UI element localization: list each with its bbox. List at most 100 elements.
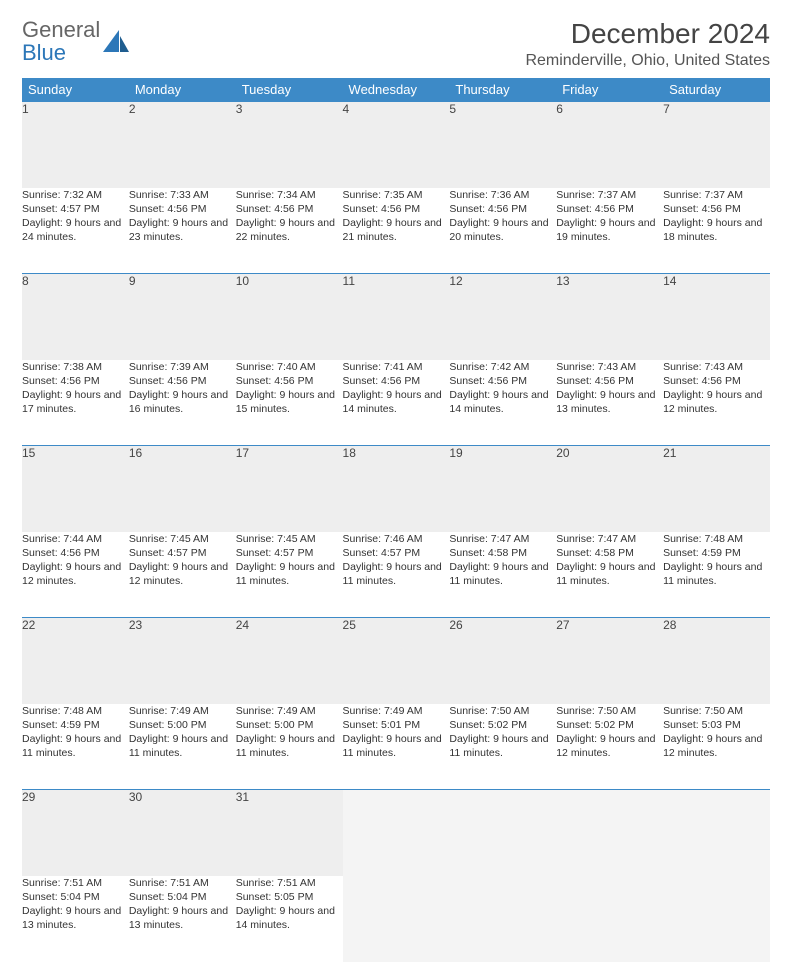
title-block: December 2024 Reminderville, Ohio, Unite… (525, 18, 770, 70)
day-number-cell: 16 (129, 446, 236, 532)
day-number-cell: 21 (663, 446, 770, 532)
logo-text-2: Blue (22, 40, 66, 65)
sunrise-line: Sunrise: 7:49 AM (343, 704, 450, 718)
daylight-line: Daylight: 9 hours and 13 minutes. (129, 904, 236, 932)
day-content-cell: Sunrise: 7:50 AMSunset: 5:02 PMDaylight:… (556, 704, 663, 790)
daylight-line: Daylight: 9 hours and 14 minutes. (449, 388, 556, 416)
daylight-line: Daylight: 9 hours and 11 minutes. (556, 560, 663, 588)
day-content-cell: Sunrise: 7:48 AMSunset: 4:59 PMDaylight:… (22, 704, 129, 790)
daylight-line: Daylight: 9 hours and 22 minutes. (236, 216, 343, 244)
sunrise-line: Sunrise: 7:48 AM (22, 704, 129, 718)
day-number-cell: 12 (449, 274, 556, 360)
sunrise-line: Sunrise: 7:44 AM (22, 532, 129, 546)
day-number-cell: 24 (236, 618, 343, 704)
day-content-cell (556, 876, 663, 962)
day-content-cell: Sunrise: 7:37 AMSunset: 4:56 PMDaylight:… (556, 188, 663, 274)
sunrise-line: Sunrise: 7:49 AM (129, 704, 236, 718)
day-content-cell: Sunrise: 7:50 AMSunset: 5:02 PMDaylight:… (449, 704, 556, 790)
sunset-line: Sunset: 4:56 PM (343, 374, 450, 388)
day-content-cell: Sunrise: 7:51 AMSunset: 5:04 PMDaylight:… (22, 876, 129, 962)
month-title: December 2024 (525, 18, 770, 50)
sunrise-line: Sunrise: 7:51 AM (236, 876, 343, 890)
daylight-line: Daylight: 9 hours and 15 minutes. (236, 388, 343, 416)
logo: General Blue (22, 18, 129, 64)
day-number-cell: 13 (556, 274, 663, 360)
sunrise-line: Sunrise: 7:45 AM (129, 532, 236, 546)
daylight-line: Daylight: 9 hours and 24 minutes. (22, 216, 129, 244)
daylight-line: Daylight: 9 hours and 12 minutes. (22, 560, 129, 588)
day-content-cell: Sunrise: 7:33 AMSunset: 4:56 PMDaylight:… (129, 188, 236, 274)
sunset-line: Sunset: 4:56 PM (129, 202, 236, 216)
day-number-cell: 18 (343, 446, 450, 532)
day-number-row: 15161718192021 (22, 446, 770, 532)
day-number-cell: 19 (449, 446, 556, 532)
sunrise-line: Sunrise: 7:37 AM (556, 188, 663, 202)
day-content-cell: Sunrise: 7:43 AMSunset: 4:56 PMDaylight:… (663, 360, 770, 446)
day-number-cell: 7 (663, 102, 770, 188)
day-content-cell: Sunrise: 7:36 AMSunset: 4:56 PMDaylight:… (449, 188, 556, 274)
sunrise-line: Sunrise: 7:45 AM (236, 532, 343, 546)
sunset-line: Sunset: 4:58 PM (449, 546, 556, 560)
day-content-cell: Sunrise: 7:49 AMSunset: 5:01 PMDaylight:… (343, 704, 450, 790)
day-number-cell: 15 (22, 446, 129, 532)
day-content-cell: Sunrise: 7:41 AMSunset: 4:56 PMDaylight:… (343, 360, 450, 446)
day-number-cell: 23 (129, 618, 236, 704)
day-number-cell: 5 (449, 102, 556, 188)
sunset-line: Sunset: 4:56 PM (663, 202, 770, 216)
sunset-line: Sunset: 5:00 PM (129, 718, 236, 732)
sunset-line: Sunset: 5:03 PM (663, 718, 770, 732)
day-content-cell: Sunrise: 7:48 AMSunset: 4:59 PMDaylight:… (663, 532, 770, 618)
weekday-header: Monday (129, 78, 236, 102)
sunset-line: Sunset: 4:59 PM (22, 718, 129, 732)
day-number-cell (556, 790, 663, 876)
day-content-cell: Sunrise: 7:51 AMSunset: 5:05 PMDaylight:… (236, 876, 343, 962)
day-content-cell: Sunrise: 7:37 AMSunset: 4:56 PMDaylight:… (663, 188, 770, 274)
calendar-table: Sunday Monday Tuesday Wednesday Thursday… (22, 78, 770, 962)
sunset-line: Sunset: 4:57 PM (236, 546, 343, 560)
sunset-line: Sunset: 4:56 PM (556, 202, 663, 216)
day-number-row: 293031 (22, 790, 770, 876)
daylight-line: Daylight: 9 hours and 11 minutes. (22, 732, 129, 760)
day-content-cell: Sunrise: 7:47 AMSunset: 4:58 PMDaylight:… (556, 532, 663, 618)
logo-sail-icon (103, 30, 129, 52)
header-row: General Blue December 2024 Reminderville… (22, 18, 770, 70)
sunrise-line: Sunrise: 7:42 AM (449, 360, 556, 374)
sunrise-line: Sunrise: 7:47 AM (556, 532, 663, 546)
sunset-line: Sunset: 4:56 PM (236, 374, 343, 388)
sunrise-line: Sunrise: 7:48 AM (663, 532, 770, 546)
day-number-row: 22232425262728 (22, 618, 770, 704)
daylight-line: Daylight: 9 hours and 13 minutes. (556, 388, 663, 416)
sunset-line: Sunset: 4:56 PM (663, 374, 770, 388)
day-content-row: Sunrise: 7:44 AMSunset: 4:56 PMDaylight:… (22, 532, 770, 618)
day-content-cell: Sunrise: 7:51 AMSunset: 5:04 PMDaylight:… (129, 876, 236, 962)
day-number-cell (663, 790, 770, 876)
daylight-line: Daylight: 9 hours and 11 minutes. (236, 560, 343, 588)
daylight-line: Daylight: 9 hours and 14 minutes. (236, 904, 343, 932)
day-number-cell: 31 (236, 790, 343, 876)
daylight-line: Daylight: 9 hours and 11 minutes. (236, 732, 343, 760)
day-number-cell: 6 (556, 102, 663, 188)
sunset-line: Sunset: 4:56 PM (343, 202, 450, 216)
daylight-line: Daylight: 9 hours and 19 minutes. (556, 216, 663, 244)
sunrise-line: Sunrise: 7:36 AM (449, 188, 556, 202)
day-number-cell (449, 790, 556, 876)
day-number-cell: 10 (236, 274, 343, 360)
sunset-line: Sunset: 4:56 PM (129, 374, 236, 388)
day-content-cell (343, 876, 450, 962)
daylight-line: Daylight: 9 hours and 14 minutes. (343, 388, 450, 416)
sunrise-line: Sunrise: 7:49 AM (236, 704, 343, 718)
sunrise-line: Sunrise: 7:38 AM (22, 360, 129, 374)
daylight-line: Daylight: 9 hours and 11 minutes. (129, 732, 236, 760)
sunset-line: Sunset: 4:57 PM (22, 202, 129, 216)
logo-text-1: General (22, 17, 100, 42)
sunrise-line: Sunrise: 7:51 AM (22, 876, 129, 890)
weekday-header: Thursday (449, 78, 556, 102)
day-number-cell: 28 (663, 618, 770, 704)
sunset-line: Sunset: 5:04 PM (22, 890, 129, 904)
day-content-cell: Sunrise: 7:35 AMSunset: 4:56 PMDaylight:… (343, 188, 450, 274)
daylight-line: Daylight: 9 hours and 12 minutes. (556, 732, 663, 760)
sunset-line: Sunset: 4:57 PM (129, 546, 236, 560)
daylight-line: Daylight: 9 hours and 11 minutes. (449, 560, 556, 588)
sunset-line: Sunset: 4:58 PM (556, 546, 663, 560)
sunset-line: Sunset: 5:00 PM (236, 718, 343, 732)
